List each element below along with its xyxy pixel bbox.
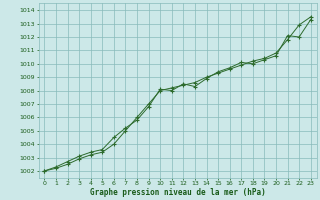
X-axis label: Graphe pression niveau de la mer (hPa): Graphe pression niveau de la mer (hPa) xyxy=(90,188,265,197)
